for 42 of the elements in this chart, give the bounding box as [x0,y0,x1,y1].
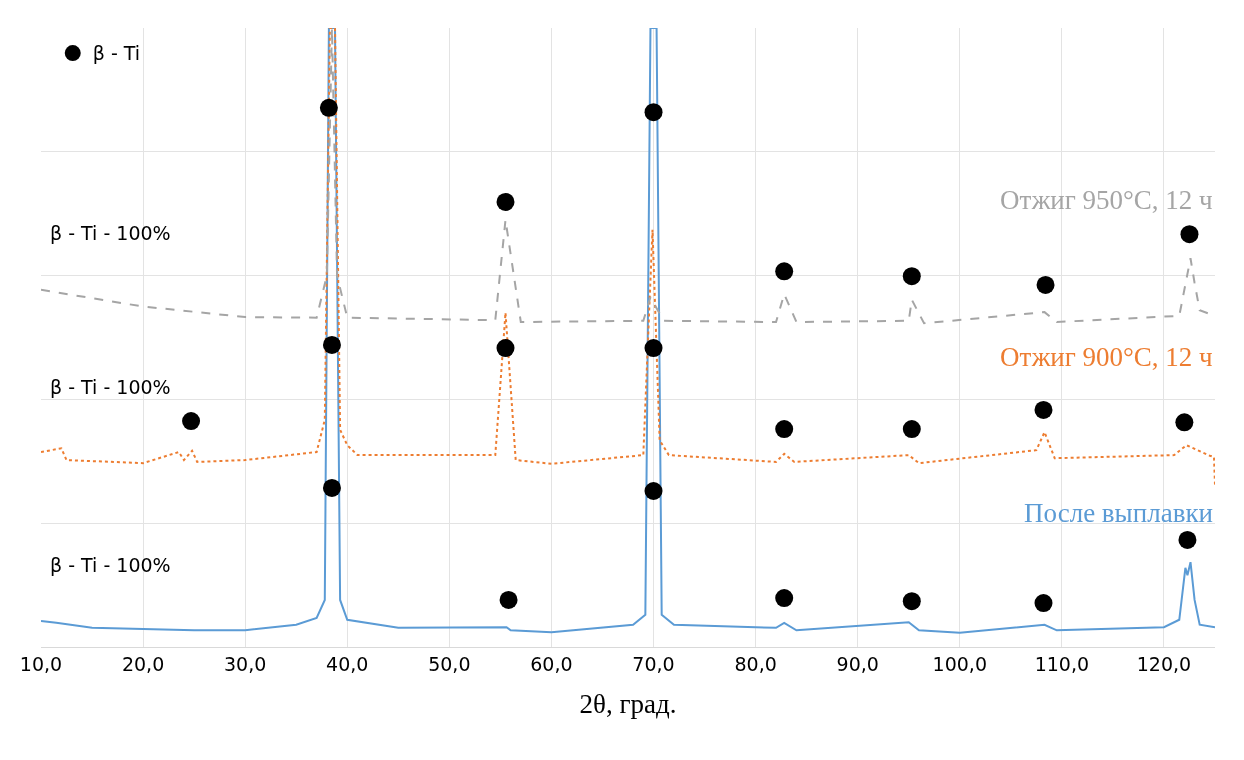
annotation: β - Ti - 100% [50,222,171,244]
point [1178,530,1197,549]
x-tick-label: 110,0 [1034,652,1090,675]
point [322,335,341,354]
point [902,267,921,286]
series-label: После выплавки [1024,498,1213,528]
x-tick-label: 60,0 [530,652,573,675]
text: Отжиг 900°C, 12 ч [1000,342,1213,372]
point [322,478,341,497]
point [902,420,921,439]
point [1180,225,1199,244]
x-tick-label: 50,0 [428,652,471,675]
point [644,339,663,358]
point [499,590,518,609]
x-tick-label: 100,0 [932,652,987,675]
point [182,412,201,431]
x-tick-label: 80,0 [734,652,777,675]
point [644,103,663,122]
point [496,192,515,211]
point [496,339,515,358]
point [644,482,663,500]
annotation: β - Ti - 100% [50,376,171,398]
annotation: β - Ti - 100% [50,554,171,576]
point [319,98,338,117]
x-tick-label: 10,0 [19,652,63,675]
legend-label: β - Ti [92,42,141,65]
point [1034,594,1053,613]
x-tick-label: 120,0 [1136,652,1192,675]
point [775,420,794,439]
point [1175,413,1194,432]
point [902,592,921,611]
point [1034,400,1053,419]
x-tick-label: 70,0 [632,652,675,675]
x-tick-label: 90,0 [836,652,879,675]
point [775,589,794,608]
point [775,262,794,281]
x-tick-label: 20,0 [121,652,165,675]
x-tick-label: 30,0 [224,652,267,675]
series-label: Отжиг 950°C, 12 ч [1000,185,1213,215]
point [1036,275,1055,294]
x-axis-title: 2θ, град. [579,689,677,720]
x-tick-label: 40,0 [326,652,369,675]
